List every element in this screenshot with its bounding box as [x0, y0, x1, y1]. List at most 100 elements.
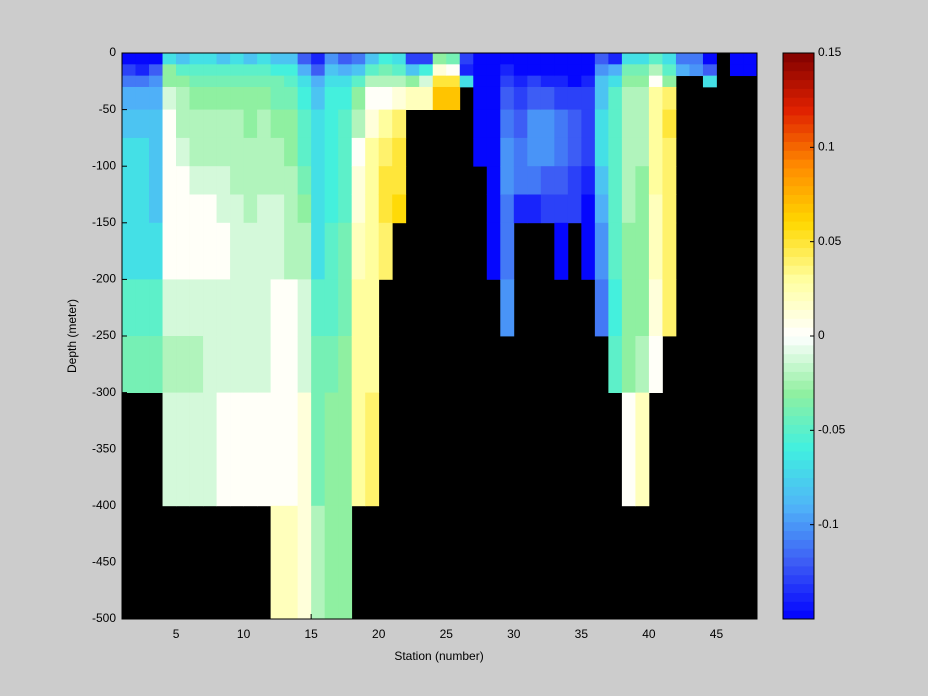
heatmap-cell: [203, 194, 217, 224]
heatmap-cell: [473, 137, 488, 167]
colorbar-step: [783, 265, 814, 275]
heatmap-cell: [135, 336, 150, 393]
heatmap-cell: [662, 53, 677, 65]
heatmap-cell: [297, 53, 312, 65]
heatmap-cell: [149, 279, 163, 337]
colorbar-step: [783, 583, 814, 593]
heatmap-cell: [338, 86, 353, 110]
colorbar-step: [783, 477, 814, 487]
colorbar-step: [783, 530, 814, 540]
heatmap-cell: [500, 166, 515, 195]
heatmap-cell: [635, 64, 650, 77]
heatmap-cell: [230, 64, 244, 77]
heatmap-cell: [284, 222, 299, 280]
heatmap-cell: [257, 53, 272, 65]
x-tick-label: 40: [642, 627, 656, 641]
heatmap-cell: [581, 53, 596, 65]
heatmap-cell: [554, 194, 569, 224]
heatmap-cell: [500, 137, 515, 167]
heatmap-cell: [729, 53, 744, 65]
heatmap-cell: [176, 86, 190, 110]
heatmap-cell: [270, 392, 285, 507]
heatmap-cell: [338, 64, 353, 77]
heatmap-cell: [662, 166, 677, 195]
heatmap-cell: [324, 75, 339, 88]
heatmap-cell: [243, 336, 258, 393]
y-tick-label: -350: [92, 441, 116, 455]
heatmap-cell: [324, 109, 339, 139]
colorbar-step: [783, 53, 814, 63]
heatmap-cell: [230, 279, 244, 337]
heatmap-cell: [297, 336, 312, 393]
heatmap-cell: [162, 336, 177, 393]
heatmap-cell: [567, 166, 582, 195]
colorbar-step: [783, 380, 814, 390]
heatmap-cell: [486, 222, 501, 280]
heatmap-cell: [284, 392, 299, 507]
heatmap-cell: [270, 109, 285, 139]
heatmap-cell: [338, 137, 353, 167]
heatmap-cell: [540, 64, 555, 77]
heatmap-cell: [743, 53, 758, 65]
colorbar-step: [783, 389, 814, 399]
heatmap-cell: [662, 194, 677, 224]
heatmap-cell: [432, 53, 447, 65]
heatmap-cell: [257, 86, 272, 110]
heatmap-cell: [689, 53, 704, 65]
heatmap-cell: [149, 64, 163, 77]
heatmap-cell: [513, 166, 528, 195]
heatmap-cell: [338, 75, 353, 88]
heatmap-cell: [513, 75, 528, 88]
heatmap-cell: [392, 194, 407, 224]
heatmap-cell: [162, 279, 177, 337]
colorbar-step: [783, 406, 814, 417]
heatmap-cell: [662, 64, 677, 77]
heatmap-cell: [365, 75, 380, 88]
x-tick-label: 35: [575, 627, 589, 641]
heatmap-cell: [648, 75, 663, 88]
heatmap-cell: [635, 53, 650, 65]
heatmap-cell: [513, 64, 528, 77]
heatmap-cell: [432, 75, 447, 88]
heatmap-cell: [554, 137, 569, 167]
heatmap-cell: [135, 137, 150, 167]
colorbar-step: [783, 450, 814, 461]
colorbar-step: [783, 353, 814, 364]
heatmap-cell: [338, 53, 353, 65]
heatmap-cell: [338, 505, 353, 620]
heatmap-cell: [567, 86, 582, 110]
heatmap-cell: [594, 75, 609, 88]
heatmap-cell: [608, 222, 623, 280]
heatmap-cell: [311, 505, 326, 620]
colorbar-tick-label: -0.1: [818, 517, 839, 531]
heatmap-cell: [500, 194, 515, 224]
heatmap-cell: [257, 137, 272, 167]
heatmap-cell: [311, 109, 326, 139]
heatmap-cell: [365, 137, 380, 167]
heatmap-cell: [216, 166, 231, 195]
heatmap-cell: [594, 53, 609, 65]
heatmap-cell: [540, 53, 555, 65]
heatmap-cell: [284, 194, 299, 224]
colorbar-step: [783, 344, 814, 355]
colorbar-step: [783, 132, 814, 142]
heatmap-cell: [324, 137, 339, 167]
heatmap-cell: [189, 75, 204, 88]
heatmap-cell: [554, 222, 569, 280]
heatmap-cell: [378, 109, 393, 139]
heatmap-cell: [446, 75, 461, 88]
heatmap-cell: [419, 75, 434, 88]
heatmap-cell: [284, 279, 299, 337]
heatmap-cell: [176, 392, 190, 507]
heatmap-cell: [176, 75, 190, 88]
heatmap-cell: [135, 86, 150, 110]
heatmap-cell: [527, 53, 542, 65]
colorbar-tick-label: 0: [818, 328, 825, 342]
heatmap-cell: [243, 137, 258, 167]
heatmap-cell: [122, 194, 136, 224]
heatmap-cell: [621, 392, 636, 507]
heatmap-cell: [162, 194, 177, 224]
heatmap-cell: [162, 109, 177, 139]
heatmap-cell: [432, 86, 447, 110]
